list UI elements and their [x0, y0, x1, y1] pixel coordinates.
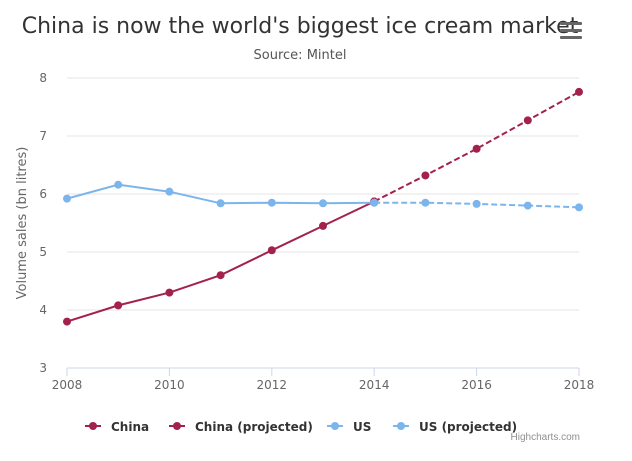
data-point	[114, 180, 123, 189]
data-point	[267, 198, 276, 207]
axis-layer: 3 4 5 6 7 8 2008 2010 2012 2014 2016 2018 Volume sal…	[15, 71, 594, 392]
legend-label: China (projected)	[195, 420, 313, 434]
x-tick-label: 2012	[257, 378, 288, 392]
series-1	[370, 87, 583, 206]
legend-marker	[89, 422, 97, 430]
data-point	[267, 246, 276, 255]
y-tick-label: 3	[39, 361, 47, 375]
legend-marker	[331, 422, 339, 430]
y-tick-label: 5	[39, 245, 47, 259]
data-point	[472, 199, 481, 208]
legend-label: US (projected)	[419, 420, 517, 434]
hamburger-menu-icon[interactable]	[560, 22, 582, 42]
series-line	[66, 200, 375, 323]
data-point	[63, 194, 71, 203]
series-0	[63, 197, 379, 326]
legend-item[interactable]: China (projected)	[169, 420, 313, 434]
chart-title: China is now the world's biggest ice cre…	[21, 14, 579, 39]
data-point	[216, 199, 225, 208]
x-tick-label: 2014	[359, 378, 390, 392]
credits-link[interactable]: Highcharts.com	[510, 432, 580, 443]
data-point	[575, 203, 583, 212]
data-point	[114, 301, 123, 310]
series-layer	[63, 87, 583, 326]
legend-label: US	[353, 420, 371, 434]
chart-subtitle: Source: Mintel	[253, 48, 347, 63]
legend-item[interactable]: US (projected)	[393, 420, 517, 434]
legend-item[interactable]: China	[85, 420, 149, 434]
series-2	[63, 180, 379, 208]
data-point	[575, 87, 583, 96]
legend-label: China	[111, 420, 149, 434]
series-3	[370, 198, 583, 212]
series-line	[373, 91, 580, 203]
data-point	[63, 317, 71, 326]
data-point	[165, 288, 174, 297]
y-tick-label: 4	[39, 303, 47, 317]
legend: China China (projected) US US (projected)	[85, 420, 517, 434]
data-point	[319, 221, 327, 230]
legend-item[interactable]: US	[327, 420, 371, 434]
data-point	[421, 171, 430, 180]
data-point	[523, 116, 532, 125]
y-tick-label: 8	[39, 71, 47, 85]
y-axis-title: Volume sales (bn litres)	[15, 147, 30, 300]
y-tick-label: 7	[39, 129, 47, 143]
data-point	[165, 187, 174, 196]
x-tick-label: 2010	[154, 378, 185, 392]
data-point	[421, 198, 430, 207]
data-point	[370, 198, 379, 207]
y-tick-label: 6	[39, 187, 47, 201]
x-tick-label: 2018	[564, 378, 595, 392]
legend-marker	[173, 422, 181, 430]
data-point	[523, 201, 532, 210]
data-point	[319, 199, 327, 208]
legend-marker	[397, 422, 405, 430]
x-tick-label: 2016	[461, 378, 492, 392]
data-point	[216, 271, 225, 280]
x-tick-label: 2008	[52, 378, 83, 392]
data-point	[472, 144, 481, 153]
